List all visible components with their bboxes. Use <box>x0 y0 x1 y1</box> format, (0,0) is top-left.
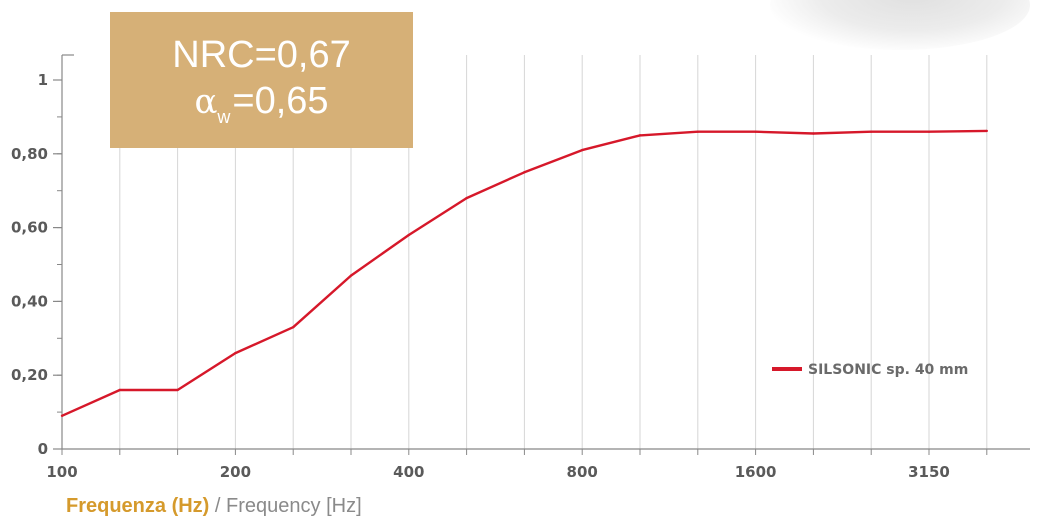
y-tick-label: 0 <box>38 440 48 458</box>
x-tick-label: 200 <box>220 463 251 481</box>
x-axis-label-english: / Frequency [Hz] <box>209 495 362 517</box>
alpha-number: =0,65 <box>232 80 329 122</box>
x-axis-ticks: 100 200 400 800 1600 3150 <box>46 463 950 481</box>
x-tick-label: 3150 <box>908 463 950 481</box>
x-axis-label: Frequenza (Hz) / Frequency [Hz] <box>66 495 362 518</box>
alpha-subscript: w <box>217 107 231 127</box>
x-tick-label: 100 <box>46 463 77 481</box>
data-point <box>696 130 699 133</box>
data-point <box>754 130 757 133</box>
nrc-box: NRC=0,67 αw=0,65 <box>110 12 413 148</box>
data-point <box>638 134 642 137</box>
y-tick-label: 0,40 <box>11 292 48 310</box>
alpha-w-value: αw=0,65 <box>110 78 413 140</box>
x-tick-label: 800 <box>567 463 598 481</box>
data-point <box>234 351 237 355</box>
data-point <box>465 196 468 200</box>
series-group <box>60 129 988 417</box>
alpha-symbol: α <box>194 82 218 122</box>
axes <box>53 54 1030 455</box>
y-tick-label: 1 <box>38 71 48 89</box>
y-axis-ticks: 0 0,20 0,40 0,60 0,80 1 <box>11 71 48 458</box>
y-tick-label: 0,60 <box>11 219 48 237</box>
data-point <box>176 388 179 392</box>
data-point <box>292 326 295 329</box>
data-point <box>118 388 122 392</box>
nrc-value: NRC=0,67 <box>172 34 351 76</box>
data-point <box>60 414 64 417</box>
x-tick-label: 400 <box>393 463 424 481</box>
data-point <box>870 130 873 133</box>
y-tick-label: 0,80 <box>11 145 48 163</box>
data-point <box>407 233 410 237</box>
x-tick-label: 1600 <box>735 463 777 481</box>
data-point <box>985 129 988 133</box>
data-point <box>581 148 584 152</box>
data-point <box>523 171 526 174</box>
data-point <box>349 274 353 277</box>
legend-label: SILSONIC sp. 40 mm <box>808 362 968 378</box>
data-point <box>927 130 931 133</box>
legend: SILSONIC sp. 40 mm <box>772 362 968 378</box>
x-axis-label-italian: Frequenza (Hz) <box>66 495 210 517</box>
data-point <box>812 132 815 135</box>
y-tick-label: 0,20 <box>11 366 48 384</box>
